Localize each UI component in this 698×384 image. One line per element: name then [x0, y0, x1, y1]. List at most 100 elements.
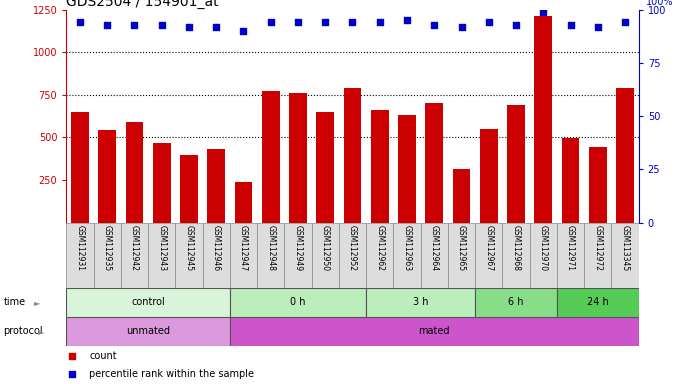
Text: percentile rank within the sample: percentile rank within the sample: [89, 369, 254, 379]
Point: [456, 23, 467, 30]
Bar: [480, 129, 498, 223]
Point: [129, 22, 140, 28]
Bar: [153, 144, 170, 223]
Bar: [557, 288, 639, 317]
Text: 24 h: 24 h: [587, 297, 609, 308]
Bar: [530, 223, 557, 288]
Point: [265, 19, 276, 25]
Point: [238, 28, 249, 34]
Point: [211, 23, 222, 30]
Bar: [421, 223, 448, 288]
Point: [592, 23, 603, 30]
Bar: [589, 147, 607, 223]
Text: GSM113345: GSM113345: [621, 225, 630, 271]
Text: GSM112935: GSM112935: [103, 225, 112, 271]
Text: control: control: [131, 297, 165, 308]
Bar: [121, 223, 148, 288]
Bar: [503, 223, 530, 288]
Point: [565, 22, 576, 28]
Point: [102, 22, 113, 28]
Bar: [366, 223, 394, 288]
Text: ►: ►: [38, 327, 45, 336]
Text: 6 h: 6 h: [508, 297, 524, 308]
Text: GSM112942: GSM112942: [130, 225, 139, 271]
Text: GSM112947: GSM112947: [239, 225, 248, 271]
Text: GSM112946: GSM112946: [211, 225, 221, 271]
Bar: [207, 149, 225, 223]
Text: GDS2504 / 154901_at: GDS2504 / 154901_at: [66, 0, 219, 8]
Bar: [475, 288, 557, 317]
Text: GSM112931: GSM112931: [75, 225, 84, 271]
Bar: [448, 223, 475, 288]
Bar: [343, 88, 362, 223]
Text: GSM112962: GSM112962: [376, 225, 384, 271]
Bar: [616, 88, 634, 223]
Bar: [339, 223, 366, 288]
Text: GSM112949: GSM112949: [293, 225, 302, 271]
Bar: [507, 105, 525, 223]
Point: [66, 371, 77, 377]
Bar: [316, 112, 334, 223]
Bar: [394, 223, 421, 288]
Point: [429, 22, 440, 28]
Point: [401, 17, 413, 23]
Bar: [98, 130, 116, 223]
Bar: [366, 288, 475, 317]
Bar: [230, 288, 366, 317]
Text: 0 h: 0 h: [290, 297, 306, 308]
Text: count: count: [89, 351, 117, 361]
Point: [320, 19, 331, 25]
Text: GSM112964: GSM112964: [430, 225, 439, 271]
Bar: [235, 182, 253, 223]
Bar: [611, 223, 639, 288]
Bar: [126, 122, 143, 223]
Point: [66, 353, 77, 359]
Text: GSM112967: GSM112967: [484, 225, 493, 271]
Bar: [66, 223, 94, 288]
Bar: [66, 317, 230, 346]
Text: mated: mated: [419, 326, 450, 336]
Text: GSM112972: GSM112972: [593, 225, 602, 271]
Bar: [311, 223, 339, 288]
Bar: [230, 223, 257, 288]
Bar: [257, 223, 284, 288]
Bar: [148, 223, 175, 288]
Point: [292, 19, 304, 25]
Text: protocol: protocol: [3, 326, 43, 336]
Text: GSM112970: GSM112970: [539, 225, 548, 271]
Bar: [262, 91, 280, 223]
Point: [510, 22, 521, 28]
Bar: [557, 223, 584, 288]
Bar: [289, 93, 307, 223]
Bar: [562, 138, 579, 223]
Text: 100%: 100%: [646, 0, 673, 7]
Bar: [180, 156, 198, 223]
Text: GSM112965: GSM112965: [457, 225, 466, 271]
Bar: [535, 16, 552, 223]
Text: GSM112963: GSM112963: [403, 225, 412, 271]
Text: GSM112950: GSM112950: [321, 225, 329, 271]
Point: [619, 19, 630, 25]
Bar: [94, 223, 121, 288]
Text: ►: ►: [34, 298, 40, 307]
Text: unmated: unmated: [126, 326, 170, 336]
Text: GSM112952: GSM112952: [348, 225, 357, 271]
Bar: [230, 317, 639, 346]
Bar: [475, 223, 503, 288]
Point: [347, 19, 358, 25]
Text: 3 h: 3 h: [413, 297, 429, 308]
Bar: [452, 169, 470, 223]
Point: [184, 23, 195, 30]
Bar: [425, 103, 443, 223]
Bar: [71, 112, 89, 223]
Point: [374, 19, 385, 25]
Text: GSM112945: GSM112945: [184, 225, 193, 271]
Bar: [398, 115, 416, 223]
Bar: [175, 223, 202, 288]
Bar: [202, 223, 230, 288]
Text: GSM112948: GSM112948: [266, 225, 275, 271]
Point: [75, 19, 86, 25]
Bar: [284, 223, 311, 288]
Text: time: time: [3, 297, 26, 308]
Bar: [66, 288, 230, 317]
